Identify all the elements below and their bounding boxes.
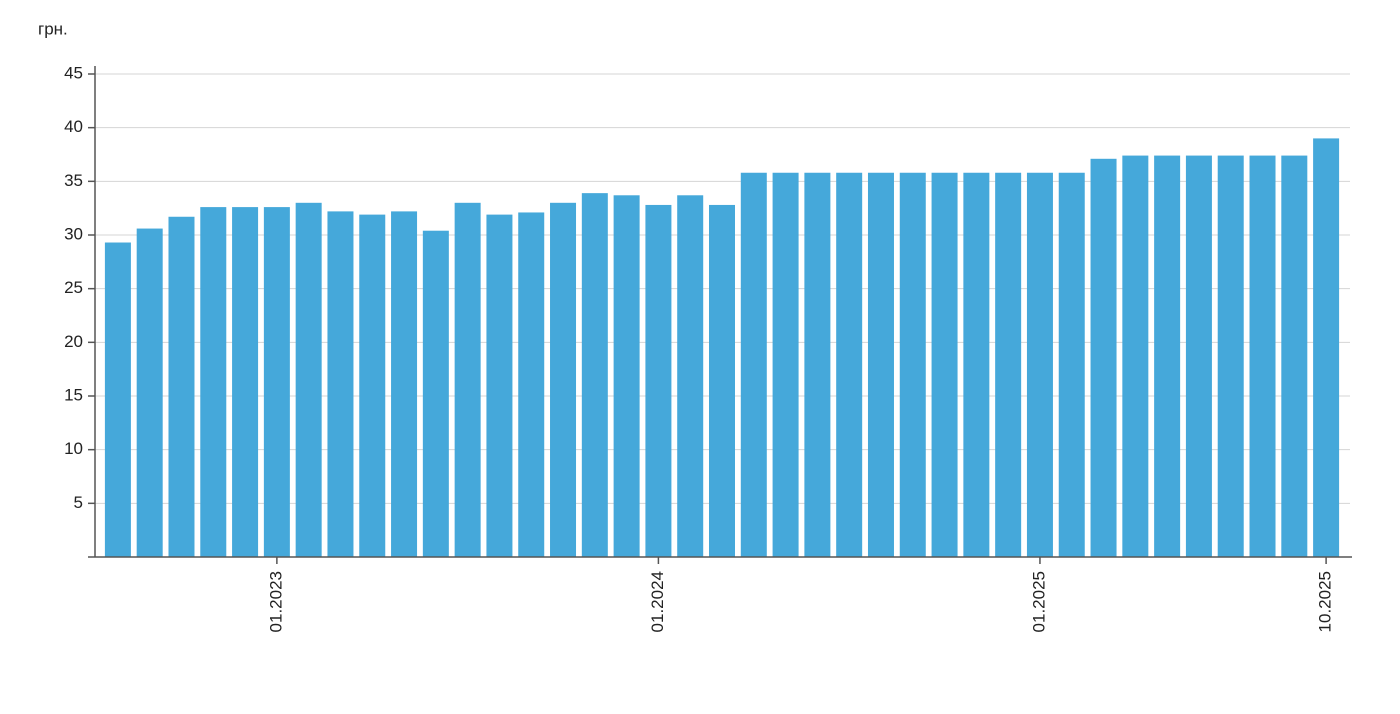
bar bbox=[931, 172, 958, 557]
bar bbox=[1058, 172, 1085, 557]
y-tick-label: 40 bbox=[64, 117, 83, 136]
x-tick-label: 10.2025 bbox=[1316, 571, 1335, 632]
bar bbox=[772, 172, 799, 557]
bar bbox=[550, 202, 577, 558]
y-tick-label: 5 bbox=[74, 493, 83, 512]
bar bbox=[1026, 172, 1053, 557]
bar bbox=[1313, 138, 1340, 557]
bar bbox=[677, 195, 704, 557]
bar bbox=[1249, 155, 1276, 557]
y-tick-label: 30 bbox=[64, 224, 83, 243]
bar bbox=[1090, 158, 1117, 557]
bar bbox=[836, 172, 863, 557]
bar bbox=[518, 212, 545, 557]
x-tick-label: 01.2025 bbox=[1029, 571, 1048, 632]
bar bbox=[709, 204, 735, 558]
x-tick-label: 01.2024 bbox=[648, 571, 667, 632]
x-tick-label: 01.2023 bbox=[266, 571, 285, 632]
bar bbox=[1154, 155, 1181, 557]
y-tick-label: 35 bbox=[64, 171, 83, 190]
bar bbox=[391, 211, 418, 558]
bar bbox=[136, 228, 163, 557]
bar bbox=[1185, 155, 1212, 557]
bar bbox=[327, 211, 354, 558]
bar bbox=[454, 202, 481, 558]
bar bbox=[200, 207, 227, 558]
y-tick-label: 20 bbox=[64, 332, 83, 351]
bar bbox=[963, 172, 990, 557]
bar bbox=[359, 214, 386, 557]
bar bbox=[740, 172, 767, 557]
bar bbox=[581, 193, 608, 557]
bar bbox=[613, 195, 640, 557]
y-tick-label: 45 bbox=[64, 63, 83, 82]
y-tick-label: 25 bbox=[64, 278, 83, 297]
bar bbox=[104, 242, 131, 557]
bar bbox=[899, 172, 926, 557]
bar bbox=[295, 202, 322, 558]
bar bbox=[422, 230, 449, 557]
bar bbox=[1281, 155, 1308, 557]
y-tick-label: 15 bbox=[64, 385, 83, 404]
bar bbox=[1217, 155, 1244, 557]
y-tick-label: 10 bbox=[64, 439, 83, 458]
bar bbox=[232, 207, 259, 558]
bar bbox=[804, 172, 831, 557]
bar bbox=[995, 172, 1022, 557]
bar bbox=[168, 216, 195, 557]
bar bbox=[1122, 155, 1149, 557]
bar bbox=[486, 214, 513, 557]
bar bbox=[263, 207, 290, 558]
y-axis-label: грн. bbox=[38, 19, 68, 38]
bar bbox=[867, 172, 894, 557]
bar bbox=[645, 204, 672, 558]
